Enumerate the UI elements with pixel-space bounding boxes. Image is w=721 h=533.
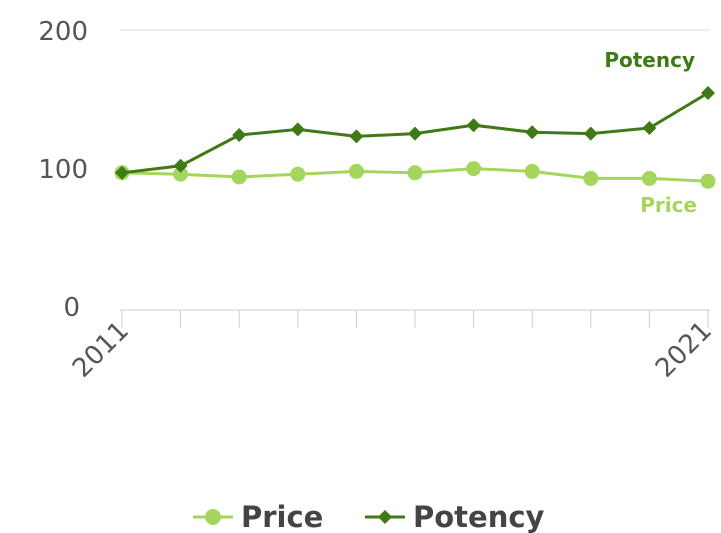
x-tick-label-2011: 2011 [67, 316, 135, 384]
series-layer [114, 86, 716, 189]
point-potency-2016[interactable] [408, 126, 422, 141]
series-price [114, 161, 716, 189]
legend-price-marker-icon [205, 509, 221, 525]
point-potency-2021[interactable] [701, 86, 715, 100]
legend: Price Potency [193, 500, 545, 533]
legend-potency-marker-icon [378, 510, 392, 524]
series-potency [115, 86, 715, 180]
point-price-2014[interactable] [290, 166, 306, 182]
point-potency-2019[interactable] [583, 126, 598, 141]
point-potency-2013[interactable] [232, 128, 247, 142]
y-tick-label-100: 100 [38, 155, 88, 185]
point-price-2015[interactable] [348, 163, 364, 179]
point-potency-2014[interactable] [290, 122, 305, 137]
legend-item-price[interactable]: Price [193, 500, 323, 533]
legend-price-label: Price [241, 500, 323, 533]
point-potency-2020[interactable] [642, 121, 657, 135]
point-potency-2011[interactable] [115, 165, 129, 180]
legend-potency-label: Potency [413, 500, 545, 533]
point-potency-2012[interactable] [173, 158, 188, 173]
end-label-potency: Potency [604, 48, 695, 72]
x-axis-ticks [121, 310, 709, 328]
point-price-2019[interactable] [583, 170, 599, 186]
y-axis: 200 100 0 [38, 17, 710, 323]
point-potency-2017[interactable] [466, 118, 481, 133]
point-price-2017[interactable] [466, 161, 482, 177]
point-potency-2015[interactable] [349, 129, 364, 144]
point-price-2016[interactable] [407, 165, 423, 181]
point-price-2020[interactable] [641, 170, 657, 186]
point-price-2012[interactable] [173, 166, 189, 182]
legend-item-potency[interactable]: Potency [365, 500, 545, 533]
y-tick-label-0: 0 [63, 293, 80, 323]
point-potency-2018[interactable] [525, 125, 540, 140]
point-price-2018[interactable] [524, 163, 540, 179]
end-label-price: Price [640, 193, 697, 217]
x-axis-labels: 2011 2021 [67, 316, 718, 384]
point-price-2021[interactable] [700, 173, 716, 189]
point-price-2013[interactable] [231, 169, 247, 185]
y-tick-label-200: 200 [38, 17, 88, 47]
